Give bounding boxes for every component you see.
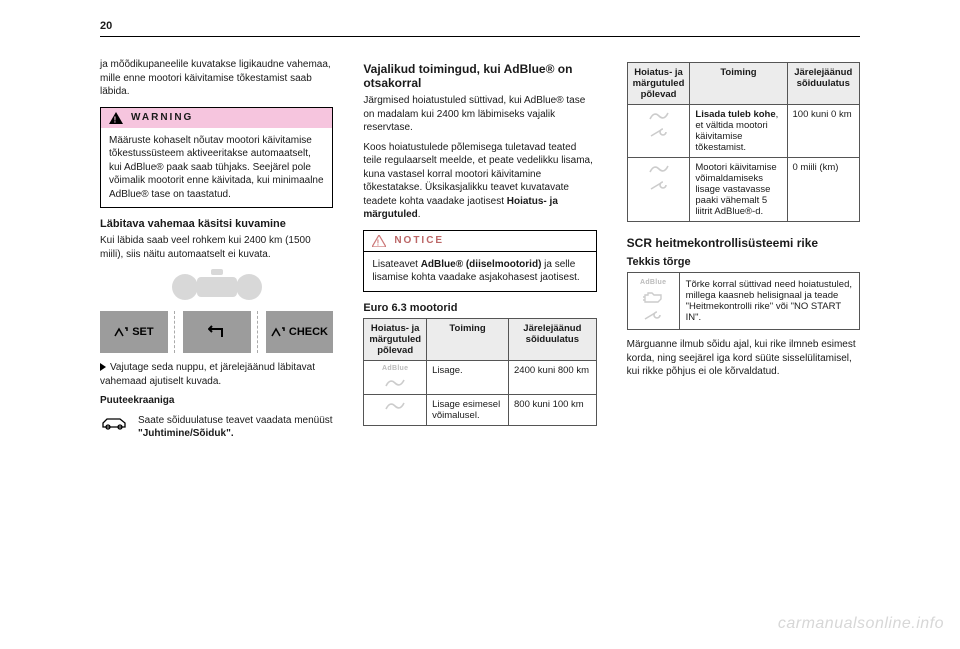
th-lights: Hoiatus- ja märgutuled põlevad xyxy=(627,63,690,105)
action-cell: Lisada tuleb kohe, et vältida mootori kä… xyxy=(690,105,787,158)
euro-heading: Euro 6.3 mootorid xyxy=(363,302,596,314)
wrench-icon xyxy=(649,180,669,192)
scr-heading: SCR heitmekontrollisüsteemi rike xyxy=(627,236,860,250)
manual-range-heading: Läbitava vahemaa käsitsi kuvamine xyxy=(100,218,333,230)
svg-text:!: ! xyxy=(377,238,382,247)
fault-description: Tõrke korral süttivad need hoiatustuled,… xyxy=(679,273,859,330)
warning-title: WARNING xyxy=(131,112,193,123)
adblue-heading: Vajalikud toimingud, kui AdBlue® on otsa… xyxy=(363,62,596,90)
lights-cell xyxy=(627,105,690,158)
adblue-icon: AdBlue xyxy=(382,365,408,372)
warning-header: ! WARNING xyxy=(101,108,332,128)
manual-range-text: Kui läbida saab veel rohkem kui 2400 km … xyxy=(100,234,333,261)
fault-table: AdBlue Tõrke korral süttivad need hoiatu… xyxy=(627,272,860,330)
th-lights: Hoiatus- ja märgutuled põlevad xyxy=(364,318,427,360)
touchscreen-heading: Puuteekraaniga xyxy=(100,394,333,408)
table-row: Lisada tuleb kohe, et vältida mootori kä… xyxy=(627,105,859,158)
range-cell: 100 kuni 0 km xyxy=(787,105,859,158)
lights-cell xyxy=(364,394,427,425)
table-row: Mootori käivitamise võimaldamiseks lisag… xyxy=(627,158,859,222)
back-button[interactable] xyxy=(183,311,251,353)
glow-plug-icon xyxy=(648,109,670,123)
range-cell: 2400 kuni 800 km xyxy=(509,360,597,394)
wrench-icon xyxy=(643,310,663,322)
euro-table: Hoiatus- ja märgutuled põlevad Toiming J… xyxy=(363,318,596,426)
glow-plug-icon xyxy=(648,162,670,176)
notice-box: ! NOTICE Lisateavet AdBlue® (diiselmooto… xyxy=(363,230,596,292)
content-columns: ja mõõdikupaneelile kuvatakse ligikaudne… xyxy=(100,58,860,447)
warning-box: ! WARNING Määruste kohaselt nõutav mooto… xyxy=(100,107,333,209)
column-1: ja mõõdikupaneelile kuvatakse ligikaudne… xyxy=(100,58,333,447)
adblue-icon: AdBlue xyxy=(640,279,666,286)
touch-quote: "Juhtimine/Sõiduk". xyxy=(138,428,234,439)
action-bold: Lisada tuleb kohe xyxy=(695,109,775,120)
notice-triangle-icon: ! xyxy=(372,235,386,247)
engine-icon xyxy=(642,290,664,306)
touchscreen-note: Saate sõiduulatuse teavet vaadata menüüs… xyxy=(100,414,333,441)
range-cell: 0 miili (km) xyxy=(787,158,859,222)
press-instruction: Vajutage seda nuppu, et järelejäänud läb… xyxy=(100,361,333,388)
check-button[interactable]: CHECK xyxy=(266,311,334,353)
action-cell: Lisage. xyxy=(427,360,509,394)
notice-a: Lisateavet xyxy=(372,259,420,270)
adblue-p2: Koos hoiatustulede põlemisega tuletavad … xyxy=(363,141,596,222)
range-cell: 800 kuni 100 km xyxy=(509,394,597,425)
adblue-dot: . xyxy=(418,209,421,220)
page-number: 20 xyxy=(100,20,112,32)
soft-button-row: SET CHECK xyxy=(100,311,333,353)
notice-body: Lisateavet AdBlue® (diiselmootorid) ja s… xyxy=(364,252,595,291)
th-range: Järelejäänud sõiduulatus xyxy=(787,63,859,105)
column-3: Hoiatus- ja märgutuled põlevad Toiming J… xyxy=(627,58,860,447)
table-row: Lisage esimesel võimalusel. 800 kuni 100… xyxy=(364,394,596,425)
fault-icons: AdBlue xyxy=(627,273,679,330)
set-button[interactable]: SET xyxy=(100,311,168,353)
action-cell: Mootori käivitamise võimaldamiseks lisag… xyxy=(690,158,787,222)
set-button-label: SET xyxy=(132,326,153,338)
range-table: Hoiatus- ja märgutuled põlevad Toiming J… xyxy=(627,62,860,222)
table-row: AdBlue Lisage. 2400 kuni 800 km xyxy=(364,360,596,394)
press-instruction-text: Vajutage seda nuppu, et järelejäänud läb… xyxy=(100,362,315,387)
adblue-p2a: Koos hoiatustulede põlemisega tuletavad … xyxy=(363,142,593,207)
action-cell: Lisage esimesel võimalusel. xyxy=(427,394,509,425)
button-divider xyxy=(174,311,177,353)
adblue-p1: Järgmised hoiatustuled süttivad, kui AdB… xyxy=(363,94,596,135)
warning-triangle-icon: ! xyxy=(109,112,123,124)
glow-plug-icon xyxy=(384,376,406,390)
th-range: Järelejäänud sõiduulatus xyxy=(509,318,597,360)
svg-text:!: ! xyxy=(114,115,119,124)
th-action: Toiming xyxy=(427,318,509,360)
warning-body: Määruste kohaselt nõutav mootori käivita… xyxy=(101,128,332,208)
bullet-arrow-icon xyxy=(100,363,106,371)
notice-header: ! NOTICE xyxy=(364,231,595,252)
lights-cell: AdBlue xyxy=(364,360,427,394)
notice-b: AdBlue® (diiselmootorid) xyxy=(421,259,542,270)
header-rule xyxy=(100,36,860,37)
touch-text-a: Saate sõiduulatuse teavet vaadata menüüs… xyxy=(138,415,333,426)
th-action: Toiming xyxy=(690,63,787,105)
wrench-icon xyxy=(649,127,669,139)
glow-plug-icon xyxy=(384,399,406,413)
intro-text: ja mõõdikupaneelile kuvatakse ligikaudne… xyxy=(100,58,333,99)
notice-title: NOTICE xyxy=(394,235,444,246)
dashboard-cluster-icon xyxy=(157,267,277,305)
column-2: Vajalikud toimingud, kui AdBlue® on otsa… xyxy=(363,58,596,447)
fault-subheading: Tekkis tõrge xyxy=(627,256,860,268)
fault-tail: Märguanne ilmub sõidu ajal, kui rike ilm… xyxy=(627,338,860,379)
touchscreen-text: Saate sõiduulatuse teavet vaadata menüüs… xyxy=(138,414,333,441)
button-divider-2 xyxy=(257,311,260,353)
check-button-label: CHECK xyxy=(289,326,328,338)
watermark: carmanualsonline.info xyxy=(778,615,944,633)
lights-cell xyxy=(627,158,690,222)
car-icon xyxy=(100,414,128,432)
